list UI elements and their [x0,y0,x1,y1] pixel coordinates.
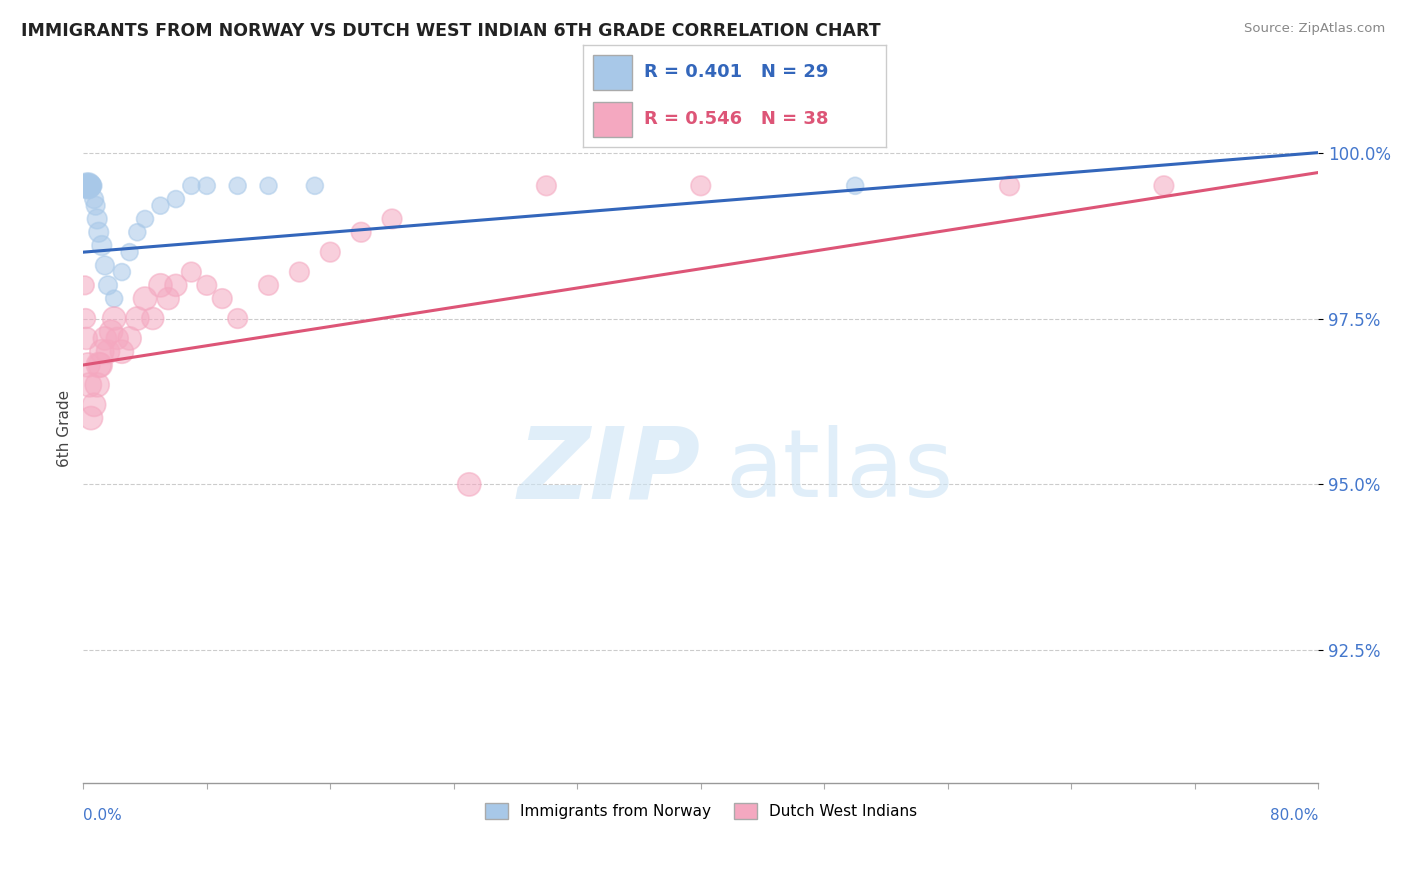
Text: R = 0.401   N = 29: R = 0.401 N = 29 [644,63,828,81]
Point [350,225,373,239]
Point [111,265,134,279]
Point [458,477,481,491]
Point [165,192,187,206]
Point [180,178,202,193]
Point [195,278,218,293]
Point [83,398,105,412]
Text: 0.0%: 0.0% [83,808,122,823]
Point [118,245,141,260]
Point [319,245,342,260]
Point [90,238,112,252]
Point [89,358,111,372]
Y-axis label: 6th Grade: 6th Grade [58,390,72,467]
Point [79,377,101,392]
Point [105,331,128,345]
Point [75,331,97,345]
Bar [592,102,631,137]
Text: Source: ZipAtlas.com: Source: ZipAtlas.com [1244,22,1385,36]
Point [77,178,100,193]
Text: R = 0.546   N = 38: R = 0.546 N = 38 [644,111,828,128]
Point [75,178,97,193]
Point [1153,178,1175,193]
Bar [592,55,631,90]
Point [84,199,107,213]
Point [87,225,110,239]
Point [689,178,711,193]
Point [82,178,104,193]
Point [226,311,249,326]
Text: ZIP: ZIP [517,422,700,519]
Point [134,211,156,226]
Point [90,344,112,359]
Point [134,292,156,306]
Point [80,178,103,193]
Point [142,311,165,326]
Point [87,358,110,372]
Point [127,311,149,326]
Point [75,178,97,193]
Point [211,292,233,306]
Legend: Immigrants from Norway, Dutch West Indians: Immigrants from Norway, Dutch West India… [478,797,924,825]
Point [195,178,218,193]
Point [97,344,120,359]
Point [844,178,866,193]
Point [76,178,98,193]
Point [83,192,105,206]
Point [94,331,117,345]
Point [73,278,96,293]
Point [257,278,280,293]
Point [77,178,100,193]
Point [86,211,108,226]
Text: atlas: atlas [725,425,953,516]
Point [79,178,101,193]
Point [288,265,311,279]
Point [157,292,180,306]
Point [180,265,202,279]
Point [94,259,117,273]
Point [226,178,249,193]
Point [100,325,122,339]
Point [79,178,101,193]
Point [998,178,1021,193]
Point [103,292,125,306]
Point [304,178,326,193]
Point [381,211,404,226]
Point [77,358,100,372]
Point [127,225,149,239]
Point [118,331,141,345]
Point [149,278,172,293]
Point [536,178,558,193]
Point [80,411,103,425]
Point [149,199,172,213]
Text: 80.0%: 80.0% [1270,808,1319,823]
Point [103,311,125,326]
Point [165,278,187,293]
Point [97,278,120,293]
Point [111,344,134,359]
Point [257,178,280,193]
Point [75,311,97,326]
Point [86,377,108,392]
Text: IMMIGRANTS FROM NORWAY VS DUTCH WEST INDIAN 6TH GRADE CORRELATION CHART: IMMIGRANTS FROM NORWAY VS DUTCH WEST IND… [21,22,880,40]
